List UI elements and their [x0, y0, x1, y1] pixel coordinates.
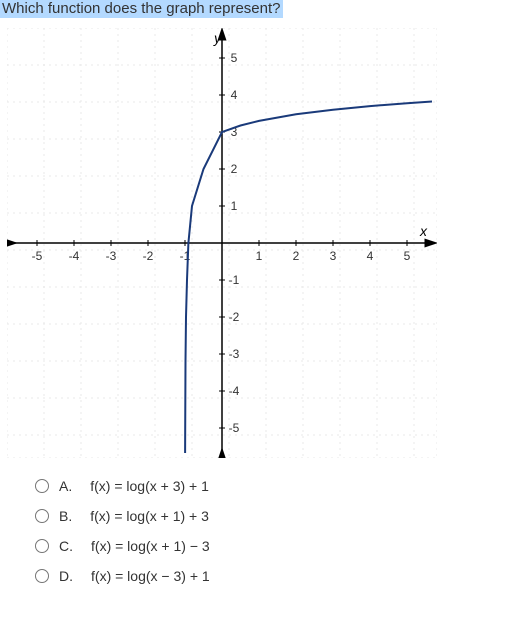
option-b[interactable]: B. f(x) = log(x + 1) + 3	[35, 508, 510, 524]
xtick-5: 5	[404, 249, 411, 263]
xtick-neg2: -2	[143, 249, 154, 263]
option-d[interactable]: D. f(x) = log(x − 3) + 1	[35, 568, 510, 584]
ytick-1: 1	[231, 199, 238, 213]
y-axis-label: y	[213, 30, 222, 46]
x-axis-label: x	[419, 223, 428, 239]
xtick-neg3: -3	[106, 249, 117, 263]
radio-c[interactable]	[35, 539, 49, 553]
xtick-neg4: -4	[69, 249, 80, 263]
radio-b[interactable]	[35, 509, 49, 523]
option-text-b: f(x) = log(x + 1) + 3	[90, 508, 209, 524]
option-letter-c: C.	[59, 538, 73, 554]
option-text-a: f(x) = log(x + 3) + 1	[90, 478, 209, 494]
xtick-3: 3	[330, 249, 337, 263]
graph-svg: -5 -4 -3 -2 -1 1 2 3 4 5 5 4 3 2 1 -1 -2…	[7, 28, 437, 458]
ytick-2: 2	[231, 162, 238, 176]
xtick-1: 1	[256, 249, 263, 263]
ytick-4: 4	[231, 88, 238, 102]
option-c[interactable]: C. f(x) = log(x + 1) − 3	[35, 538, 510, 554]
graph-container: -5 -4 -3 -2 -1 1 2 3 4 5 5 4 3 2 1 -1 -2…	[7, 28, 437, 458]
xtick-2: 2	[293, 249, 300, 263]
ytick-neg4: -4	[229, 384, 240, 398]
question-text: Which function does the graph represent?	[0, 0, 283, 18]
ytick-neg5: -5	[229, 421, 240, 435]
option-letter-d: D.	[59, 568, 73, 584]
ytick-neg3: -3	[229, 347, 240, 361]
option-text-d: f(x) = log(x − 3) + 1	[91, 568, 210, 584]
answer-options: A. f(x) = log(x + 3) + 1 B. f(x) = log(x…	[35, 478, 510, 584]
option-text-c: f(x) = log(x + 1) − 3	[91, 538, 210, 554]
xtick-4: 4	[367, 249, 374, 263]
option-letter-a: A.	[59, 478, 72, 494]
option-letter-b: B.	[59, 508, 72, 524]
ytick-neg2: -2	[229, 310, 240, 324]
radio-d[interactable]	[35, 569, 49, 583]
ytick-5: 5	[231, 51, 238, 65]
radio-a[interactable]	[35, 479, 49, 493]
ytick-neg1: -1	[229, 273, 240, 287]
xtick-neg5: -5	[32, 249, 43, 263]
option-a[interactable]: A. f(x) = log(x + 3) + 1	[35, 478, 510, 494]
